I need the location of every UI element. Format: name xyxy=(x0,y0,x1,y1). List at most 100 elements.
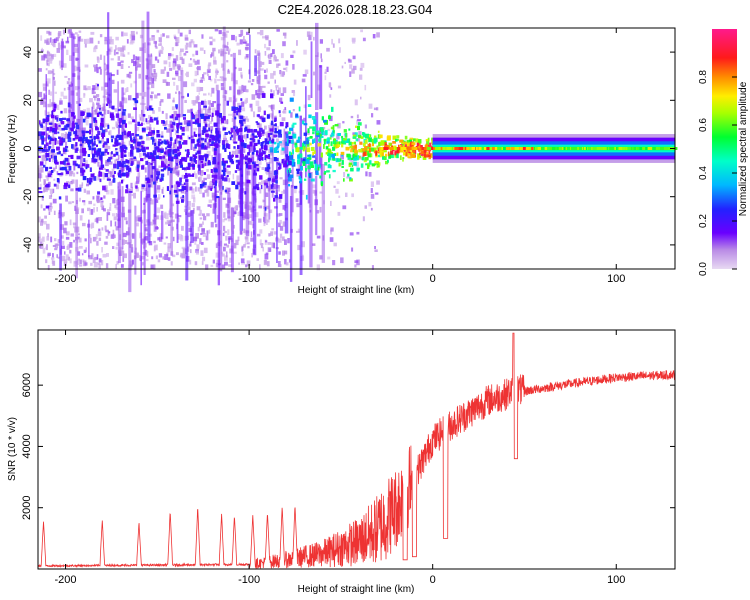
spectrogram-noise-cell xyxy=(244,242,247,245)
spectrogram-noise-cell xyxy=(196,86,201,92)
spectrogram-band-cell xyxy=(122,109,127,112)
spectrogram-noise-cell xyxy=(208,62,212,67)
spectrogram-band-cell xyxy=(267,155,271,160)
spectrogram-band-cell xyxy=(66,118,70,122)
spectrogram-noise-cell xyxy=(272,90,275,96)
spectrogram-noise-cell xyxy=(122,54,126,57)
spectrogram-band-cell xyxy=(183,140,188,145)
spectrogram-noise-cell xyxy=(287,238,290,244)
spectrogram-noise-cell xyxy=(109,206,112,211)
spectrogram-noise-cell xyxy=(261,180,265,185)
spectrogram-noise-cell xyxy=(61,213,64,218)
spectrogram-band-cell xyxy=(200,155,204,161)
spectrogram-band-cell xyxy=(357,167,360,171)
spectrogram-noise-cell xyxy=(61,45,66,49)
spectrogram-noise-cell xyxy=(173,58,177,64)
spectrogram-band-cell xyxy=(387,159,389,163)
spectrogram-band-cell xyxy=(415,138,419,143)
spectrogram-noise-cell xyxy=(292,91,296,97)
spectrogram-noise-cell xyxy=(110,58,114,61)
spectrogram-band-cell xyxy=(115,148,118,151)
spectrogram-noise-cell xyxy=(193,44,198,48)
spectrogram-noise-cell xyxy=(261,167,265,170)
spectrogram-noise-cell xyxy=(152,168,154,172)
spectrogram-noise-cell xyxy=(85,119,89,126)
spectrogram-band-cell xyxy=(111,106,115,110)
spectrogram-band-cell xyxy=(332,132,335,137)
spectrogram-noise-cell xyxy=(138,73,141,79)
spectrogram-noise-cell xyxy=(114,204,117,209)
spectrogram-band-cell xyxy=(259,152,263,157)
spectrogram-band-cell xyxy=(51,110,56,112)
spectrogram-noise-cell xyxy=(275,125,279,130)
spectrogram-noise-cell xyxy=(66,49,69,55)
spectrogram-band-cell xyxy=(153,117,158,121)
spectrogram-streak xyxy=(309,172,313,268)
spectrogram-noise-cell xyxy=(210,126,214,131)
spectrogram-noise-cell xyxy=(282,111,286,114)
spectrogram-noise-cell xyxy=(210,103,214,107)
spectrogram-noise-cell xyxy=(111,74,115,77)
spectrogram-band-cell xyxy=(156,171,161,176)
spectrogram-band-cell xyxy=(62,117,66,120)
spectrogram-carrier-hotspot xyxy=(571,147,575,150)
spectrogram-noise-cell xyxy=(206,150,211,156)
spectrogram-noise-cell xyxy=(108,48,111,52)
spectrogram-band-cell xyxy=(402,157,405,160)
spectrogram-x-label: Height of straight line (km) xyxy=(298,285,415,296)
spectrogram-band-cell xyxy=(403,141,408,146)
spectrogram-noise-cell xyxy=(163,60,168,65)
spectrogram-band-cell xyxy=(428,150,431,154)
spectrogram-band-cell xyxy=(325,146,329,150)
spectrogram-carrier-hotspot xyxy=(618,147,623,150)
spectrogram-noise-cell xyxy=(161,188,163,194)
spectrogram-noise-cell xyxy=(129,157,134,164)
spectrogram-noise-cell xyxy=(64,131,68,135)
spectrogram-noise-cell xyxy=(257,125,260,128)
spectrogram-band-cell xyxy=(217,130,220,135)
spectrogram-noise-cell xyxy=(151,36,156,41)
spectrogram-band-cell xyxy=(181,126,185,132)
spectrogram-noise-cell xyxy=(81,253,84,256)
spectrogram-marks xyxy=(38,11,678,293)
spectrogram-band-cell xyxy=(314,150,316,154)
spectrogram-band-cell xyxy=(178,144,182,149)
spectrogram-noise-cell xyxy=(64,221,68,226)
spectrogram-noise-cell xyxy=(162,79,167,83)
spectrogram-noise-cell xyxy=(149,37,151,42)
spectrogram-band-cell xyxy=(364,146,368,151)
spectrogram-noise-cell xyxy=(233,243,237,249)
spectrogram-band-cell xyxy=(120,152,123,156)
spectrogram-noise-cell xyxy=(85,247,87,253)
spectrogram-band-cell xyxy=(417,157,420,160)
spectrogram-band-cell xyxy=(355,125,358,128)
spectrogram-streak xyxy=(232,52,236,143)
spectrogram-noise-cell xyxy=(292,50,296,54)
spectrogram-noise-cell xyxy=(127,52,130,55)
spectrogram-band-cell xyxy=(64,157,69,162)
spectrogram-noise-cell xyxy=(144,249,148,256)
spectrogram-noise-cell xyxy=(177,149,181,153)
spectrogram-noise-cell xyxy=(46,59,49,64)
spectrogram-band-cell xyxy=(124,164,128,168)
spectrogram-noise-cell xyxy=(290,54,294,58)
spectrogram-band-cell xyxy=(234,106,239,111)
spectrogram-band-cell xyxy=(154,142,157,147)
spectrogram-noise-cell xyxy=(136,176,140,182)
spectrogram-band-cell xyxy=(252,135,255,140)
spectrogram-band-cell xyxy=(71,122,75,128)
spectrogram-noise-cell xyxy=(43,221,47,225)
spectrogram-streak xyxy=(239,135,243,231)
spectrogram-noise-cell xyxy=(268,113,273,118)
spectrogram-noise-cell xyxy=(201,213,205,217)
spectrogram-noise-cell xyxy=(280,93,284,96)
spectrogram-band-cell xyxy=(180,126,182,130)
spectrogram-noise-cell xyxy=(273,70,276,76)
spectrogram-noise-cell xyxy=(195,250,199,255)
spectrogram-band-cell xyxy=(81,171,85,176)
spectrogram-band-cell xyxy=(239,120,242,123)
spectrogram-noise-cell xyxy=(157,185,161,190)
spectrogram-band-cell xyxy=(102,134,104,139)
spectrogram-noise-cell xyxy=(60,224,64,230)
spectrogram-noise-cell xyxy=(123,253,127,259)
